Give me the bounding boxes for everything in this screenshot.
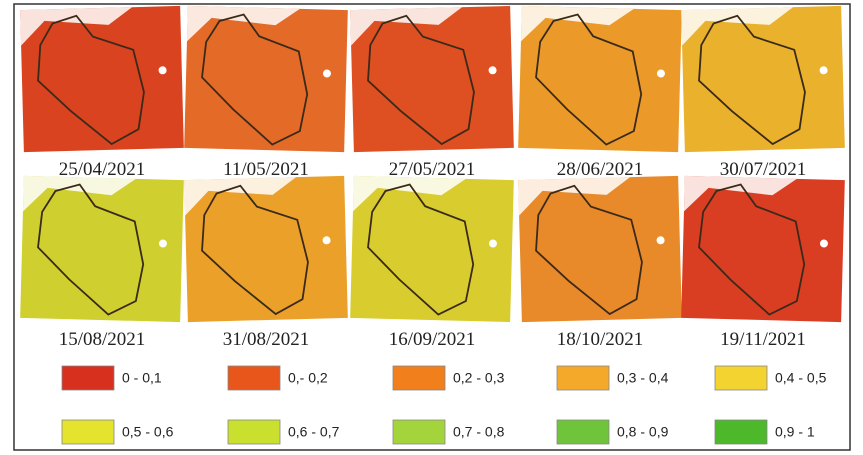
legend-swatch <box>557 366 609 390</box>
legend-label: 0,7 - 0,8 <box>453 424 505 440</box>
legend-label: 0,3 - 0,4 <box>617 370 669 386</box>
map-image <box>20 176 184 322</box>
panel-date: 30/07/2021 <box>720 159 807 180</box>
map-panel <box>350 6 514 152</box>
legend-label: 0,2 - 0,3 <box>453 370 505 386</box>
map-image <box>350 6 514 152</box>
map-image <box>184 6 348 152</box>
panel-date: 28/06/2021 <box>557 159 644 180</box>
map-panel <box>681 6 845 152</box>
legend-label: 0,4 - 0,5 <box>775 370 827 386</box>
legend-swatch <box>715 420 767 444</box>
map-panel <box>350 176 514 322</box>
legend-swatch <box>557 420 609 444</box>
figure: 25/04/2021 11/05/2021 27/05/2021 28/06/2021… <box>0 0 863 455</box>
legend-swatch <box>715 366 767 390</box>
legend-swatch <box>62 366 114 390</box>
legend-label: 0,8 - 0,9 <box>617 424 669 440</box>
map-panel <box>518 176 682 322</box>
legend-label: 0 - 0,1 <box>122 370 162 386</box>
map-panel <box>20 6 184 152</box>
map-panel <box>184 6 348 152</box>
map-image <box>20 6 184 152</box>
map-image <box>350 176 514 322</box>
panel-date: 31/08/2021 <box>223 329 310 350</box>
panel-date: 25/04/2021 <box>59 159 146 180</box>
legend-swatch <box>228 420 280 444</box>
map-panel <box>681 176 845 322</box>
panel-date: 11/05/2021 <box>223 159 309 180</box>
panel-date: 27/05/2021 <box>389 159 476 180</box>
map-panel <box>518 6 682 152</box>
map-image <box>518 6 682 152</box>
legend-label: 0,- 0,2 <box>288 370 328 386</box>
legend-label: 0,5 - 0,6 <box>122 424 174 440</box>
map-image <box>184 176 348 322</box>
panel-date: 19/11/2021 <box>720 329 806 350</box>
map-image <box>681 6 845 152</box>
panel-date: 16/09/2021 <box>389 329 476 350</box>
map-panel <box>184 176 348 322</box>
legend-label: 0,9 - 1 <box>775 424 815 440</box>
map-image <box>518 176 682 322</box>
legend-label: 0,6 - 0,7 <box>288 424 340 440</box>
map-image <box>681 176 845 322</box>
panel-date: 18/10/2021 <box>557 329 644 350</box>
map-panel <box>20 176 184 322</box>
legend-swatch <box>62 420 114 444</box>
legend-swatch <box>393 420 445 444</box>
panel-date: 15/08/2021 <box>59 329 146 350</box>
legend-swatch <box>228 366 280 390</box>
legend-swatch <box>393 366 445 390</box>
